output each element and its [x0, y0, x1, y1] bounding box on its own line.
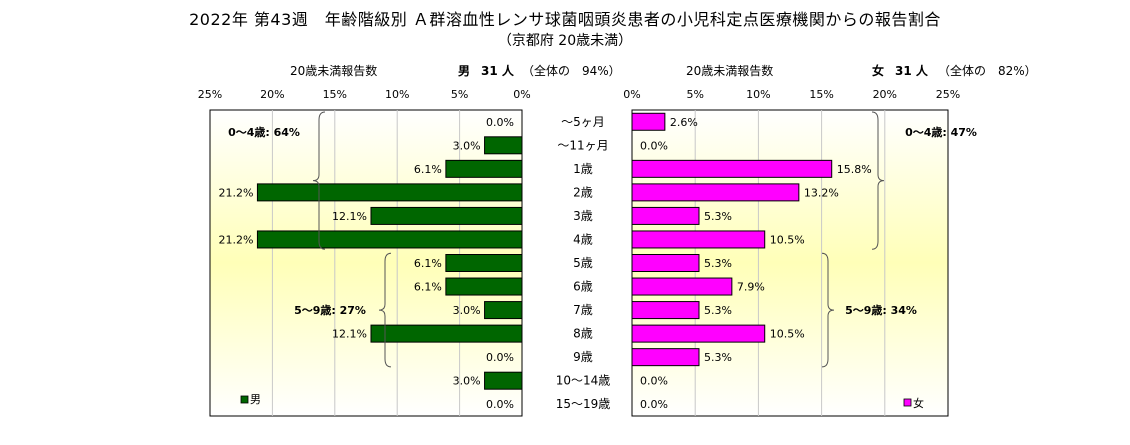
category-label: ～5ヶ月 [561, 115, 605, 129]
female-value-label: 5.3% [704, 210, 732, 223]
male-summary-share: （全体の 94%） [522, 64, 621, 78]
female-summary-count: 31 人 [895, 64, 928, 78]
male-value-label: 3.0% [453, 139, 481, 152]
female-bar [631, 112, 666, 131]
female-bar [631, 206, 700, 225]
male-value-label: 6.1% [414, 163, 442, 176]
female-value-label: 15.8% [837, 163, 872, 176]
female-value-label: 5.3% [704, 257, 732, 270]
male-bar [370, 206, 523, 225]
female-tick-label: 10% [746, 88, 770, 101]
female-tick-label: 25% [936, 88, 960, 101]
female-tick-label: 20% [873, 88, 897, 101]
male-summary-count: 31 人 [481, 64, 514, 78]
female-bar [631, 183, 800, 202]
male-axis-label: 20歳未満報告数 [290, 64, 378, 78]
male-value-label: 21.2% [218, 186, 253, 199]
male-bar [484, 371, 523, 390]
female-legend-label: 女 [913, 396, 924, 410]
category-label: 1歳 [573, 162, 593, 176]
female-value-label: 0.0% [640, 375, 668, 388]
category-label: 7歳 [573, 303, 593, 317]
male-value-label: 6.1% [414, 257, 442, 270]
category-label: 5歳 [573, 256, 593, 270]
male-bar [484, 136, 523, 155]
male-bar [484, 301, 523, 320]
female-value-label: 10.5% [770, 328, 805, 341]
male-value-label: 0.0% [486, 116, 514, 129]
female-summary-sex: 女 [872, 64, 885, 78]
male-tick-label: 25% [198, 88, 222, 101]
male-tick-label: 0% [513, 88, 530, 101]
male-tick-label: 20% [260, 88, 284, 101]
female-value-label: 5.3% [704, 351, 732, 364]
category-label: 2歳 [573, 185, 593, 199]
female-summary-share: （全体の 82%） [938, 64, 1037, 78]
male-tick-label: 10% [385, 88, 409, 101]
male-group-label: 5～9歳: 27% [294, 303, 366, 317]
female-value-label: 7.9% [737, 281, 765, 294]
male-legend-swatch [240, 395, 249, 404]
category-label: 3歳 [573, 209, 593, 223]
female-bar [631, 348, 700, 367]
male-value-label: 12.1% [332, 210, 367, 223]
male-tick-label: 15% [323, 88, 347, 101]
female-value-label: 10.5% [770, 233, 805, 246]
female-group-label: 0～4歳: 47% [905, 125, 977, 139]
female-bar [631, 324, 766, 343]
female-bar [631, 159, 833, 178]
male-value-label: 6.1% [414, 281, 442, 294]
male-value-label: 21.2% [218, 233, 253, 246]
category-label: 4歳 [573, 232, 593, 246]
male-tick-label: 5% [451, 88, 468, 101]
category-label: 10～14歳 [556, 374, 611, 388]
male-bar [370, 324, 523, 343]
female-group-brace [821, 252, 835, 368]
female-tick-label: 0% [623, 88, 640, 101]
female-group-brace [871, 111, 885, 250]
category-label: 8歳 [573, 327, 593, 341]
male-legend-label: 男 [250, 393, 261, 406]
female-value-label: 0.0% [640, 139, 668, 152]
male-bar [445, 159, 523, 178]
female-bar [631, 277, 733, 296]
male-bar [256, 230, 523, 249]
chart-subtitle: （京都府 20歳未満） [497, 33, 633, 49]
female-bar [631, 254, 700, 272]
female-value-label: 5.3% [704, 304, 732, 317]
male-group-brace [378, 252, 392, 368]
male-value-label: 0.0% [486, 398, 514, 411]
male-value-label: 3.0% [453, 304, 481, 317]
male-group-label: 0～4歳: 64% [228, 125, 300, 139]
female-axis-label: 20歳未満報告数 [686, 64, 774, 78]
female-value-label: 13.2% [804, 186, 839, 199]
female-legend-swatch [903, 398, 912, 407]
category-label: 6歳 [573, 280, 593, 294]
male-value-label: 12.1% [332, 328, 367, 341]
female-group-label: 5～9歳: 34% [845, 303, 917, 317]
female-bar [631, 301, 700, 320]
female-tick-label: 5% [686, 88, 703, 101]
female-value-label: 2.6% [670, 116, 698, 129]
male-bar [256, 183, 523, 202]
category-label: 15～19歳 [556, 397, 611, 411]
female-value-label: 0.0% [640, 398, 668, 411]
chart-title: 2022年 第43週 年齢階級別 Ａ群溶血性レンサ球菌咽頭炎患者の小児科定点医療… [189, 10, 941, 29]
category-label: ～11ヶ月 [557, 138, 608, 152]
female-bar [631, 230, 766, 249]
category-label: 9歳 [573, 350, 593, 364]
male-group-brace [312, 111, 326, 250]
male-bar [445, 254, 523, 272]
male-value-label: 0.0% [486, 351, 514, 364]
male-value-label: 3.0% [453, 375, 481, 388]
female-tick-label: 15% [809, 88, 833, 101]
male-summary-sex: 男 [458, 64, 471, 78]
male-bar [445, 277, 523, 296]
